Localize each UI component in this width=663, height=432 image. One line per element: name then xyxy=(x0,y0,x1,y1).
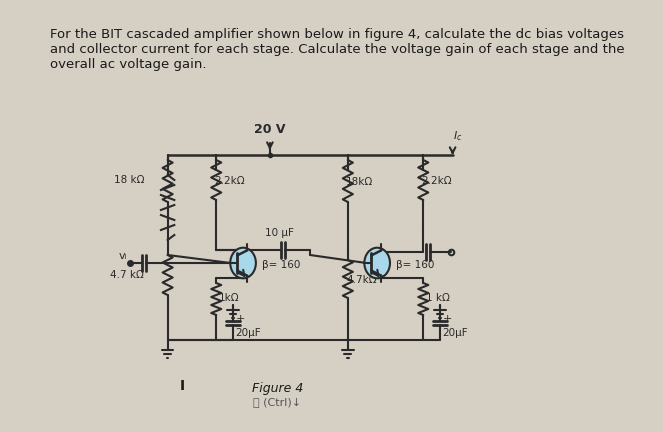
Text: 4.7kΩ: 4.7kΩ xyxy=(346,275,377,285)
Circle shape xyxy=(365,248,390,278)
Text: $I_c$: $I_c$ xyxy=(453,129,462,143)
Text: For the BIT cascaded amplifier shown below in figure 4, calculate the dc bias vo: For the BIT cascaded amplifier shown bel… xyxy=(50,28,625,71)
Text: 📋 (Ctrl)↓: 📋 (Ctrl)↓ xyxy=(253,398,302,408)
Text: 2.2kΩ: 2.2kΩ xyxy=(215,176,245,186)
Text: 2.2kΩ: 2.2kΩ xyxy=(422,176,452,186)
Text: 20μF: 20μF xyxy=(235,328,261,338)
Text: 20μF: 20μF xyxy=(442,328,468,338)
Text: 18 kΩ: 18 kΩ xyxy=(113,175,144,185)
Text: +: + xyxy=(235,314,245,324)
Text: β= 160: β= 160 xyxy=(261,260,300,270)
Text: 18kΩ: 18kΩ xyxy=(346,177,373,187)
Text: Figure 4: Figure 4 xyxy=(252,382,303,395)
Text: 1kΩ: 1kΩ xyxy=(219,293,239,303)
Text: 1 kΩ: 1 kΩ xyxy=(426,293,450,303)
Text: β= 160: β= 160 xyxy=(396,260,434,270)
Text: 10 μF: 10 μF xyxy=(265,228,294,238)
Text: +: + xyxy=(442,314,452,324)
Text: I: I xyxy=(180,379,185,393)
Circle shape xyxy=(230,248,256,278)
Text: vᵢ: vᵢ xyxy=(119,251,127,261)
Text: 20 V: 20 V xyxy=(254,123,286,136)
Text: 4.7 kΩ: 4.7 kΩ xyxy=(110,270,144,280)
